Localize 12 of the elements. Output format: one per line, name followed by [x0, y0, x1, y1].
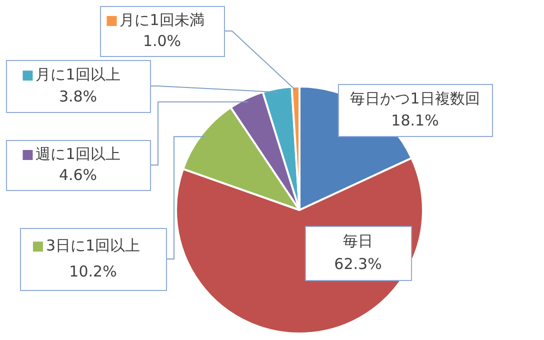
data-label: 1.0% — [142, 32, 182, 50]
data-label: 62.3% — [334, 254, 382, 273]
slice-label: 毎日かつ1日複数回 — [350, 89, 480, 108]
data-label: 4.6% — [58, 166, 98, 184]
legend-label: 週に1回以上 — [36, 144, 120, 163]
legend-label: 月に1回以上 — [36, 65, 120, 84]
data-label: 3.8% — [58, 87, 98, 106]
data-label: 10.2% — [69, 262, 117, 281]
slice-label: 毎日 — [343, 232, 373, 250]
data-label: 18.1% — [391, 111, 439, 130]
legend-label: 月に1回未満 — [120, 10, 204, 29]
legend-label: 3日に1回以上 — [46, 236, 140, 254]
